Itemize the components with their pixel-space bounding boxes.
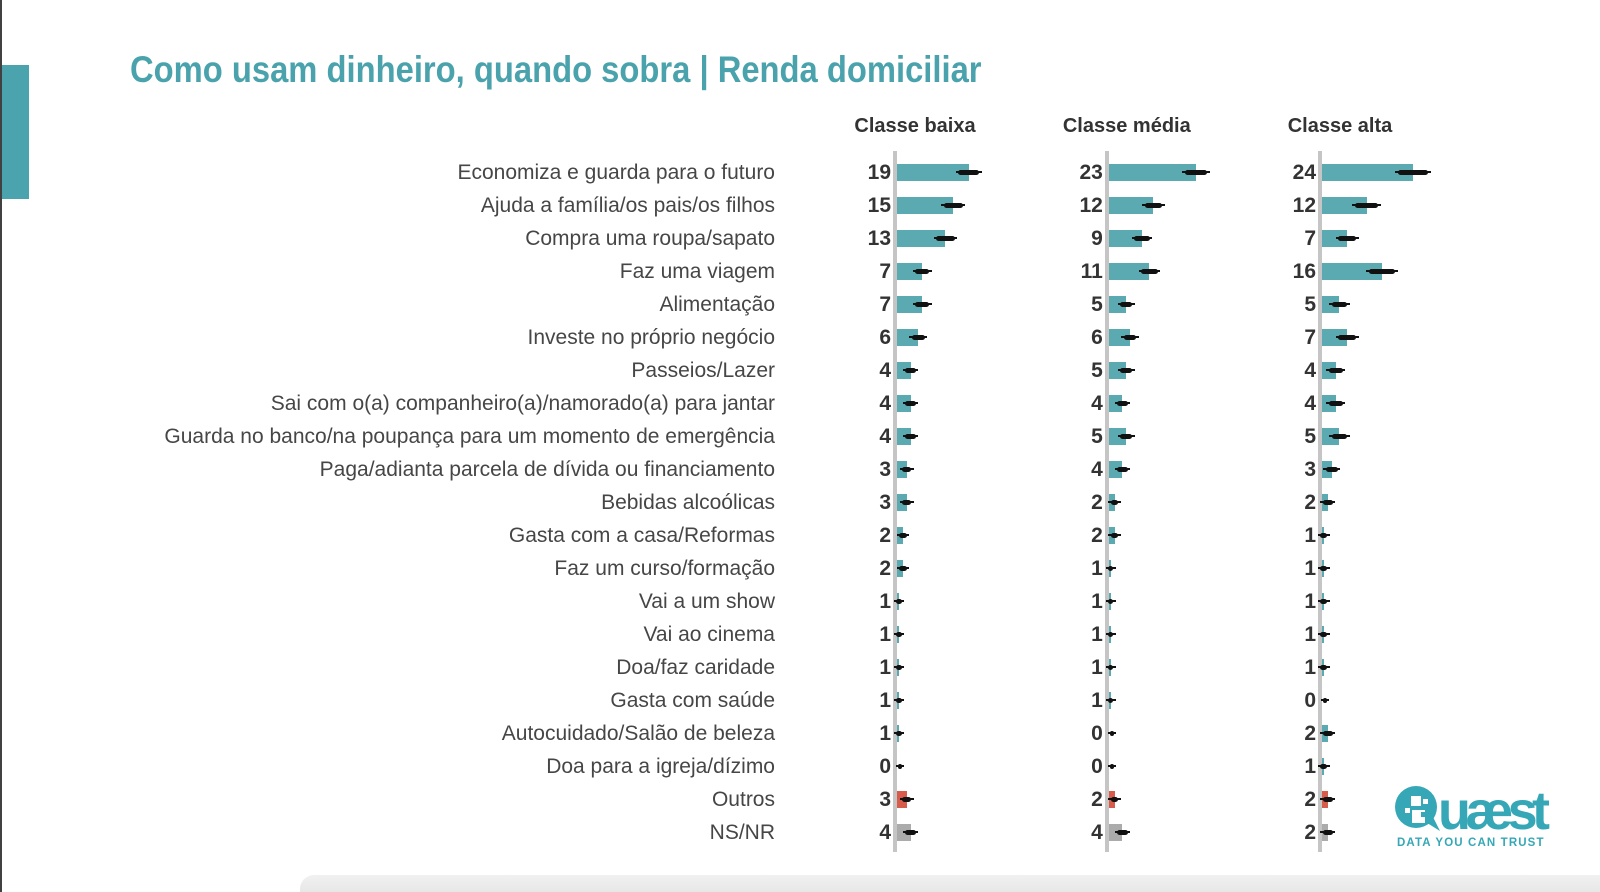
- svg-text:DATA YOU CAN TRUST: DATA YOU CAN TRUST: [1397, 837, 1545, 849]
- svg-text:uæst: uæst: [1438, 785, 1550, 841]
